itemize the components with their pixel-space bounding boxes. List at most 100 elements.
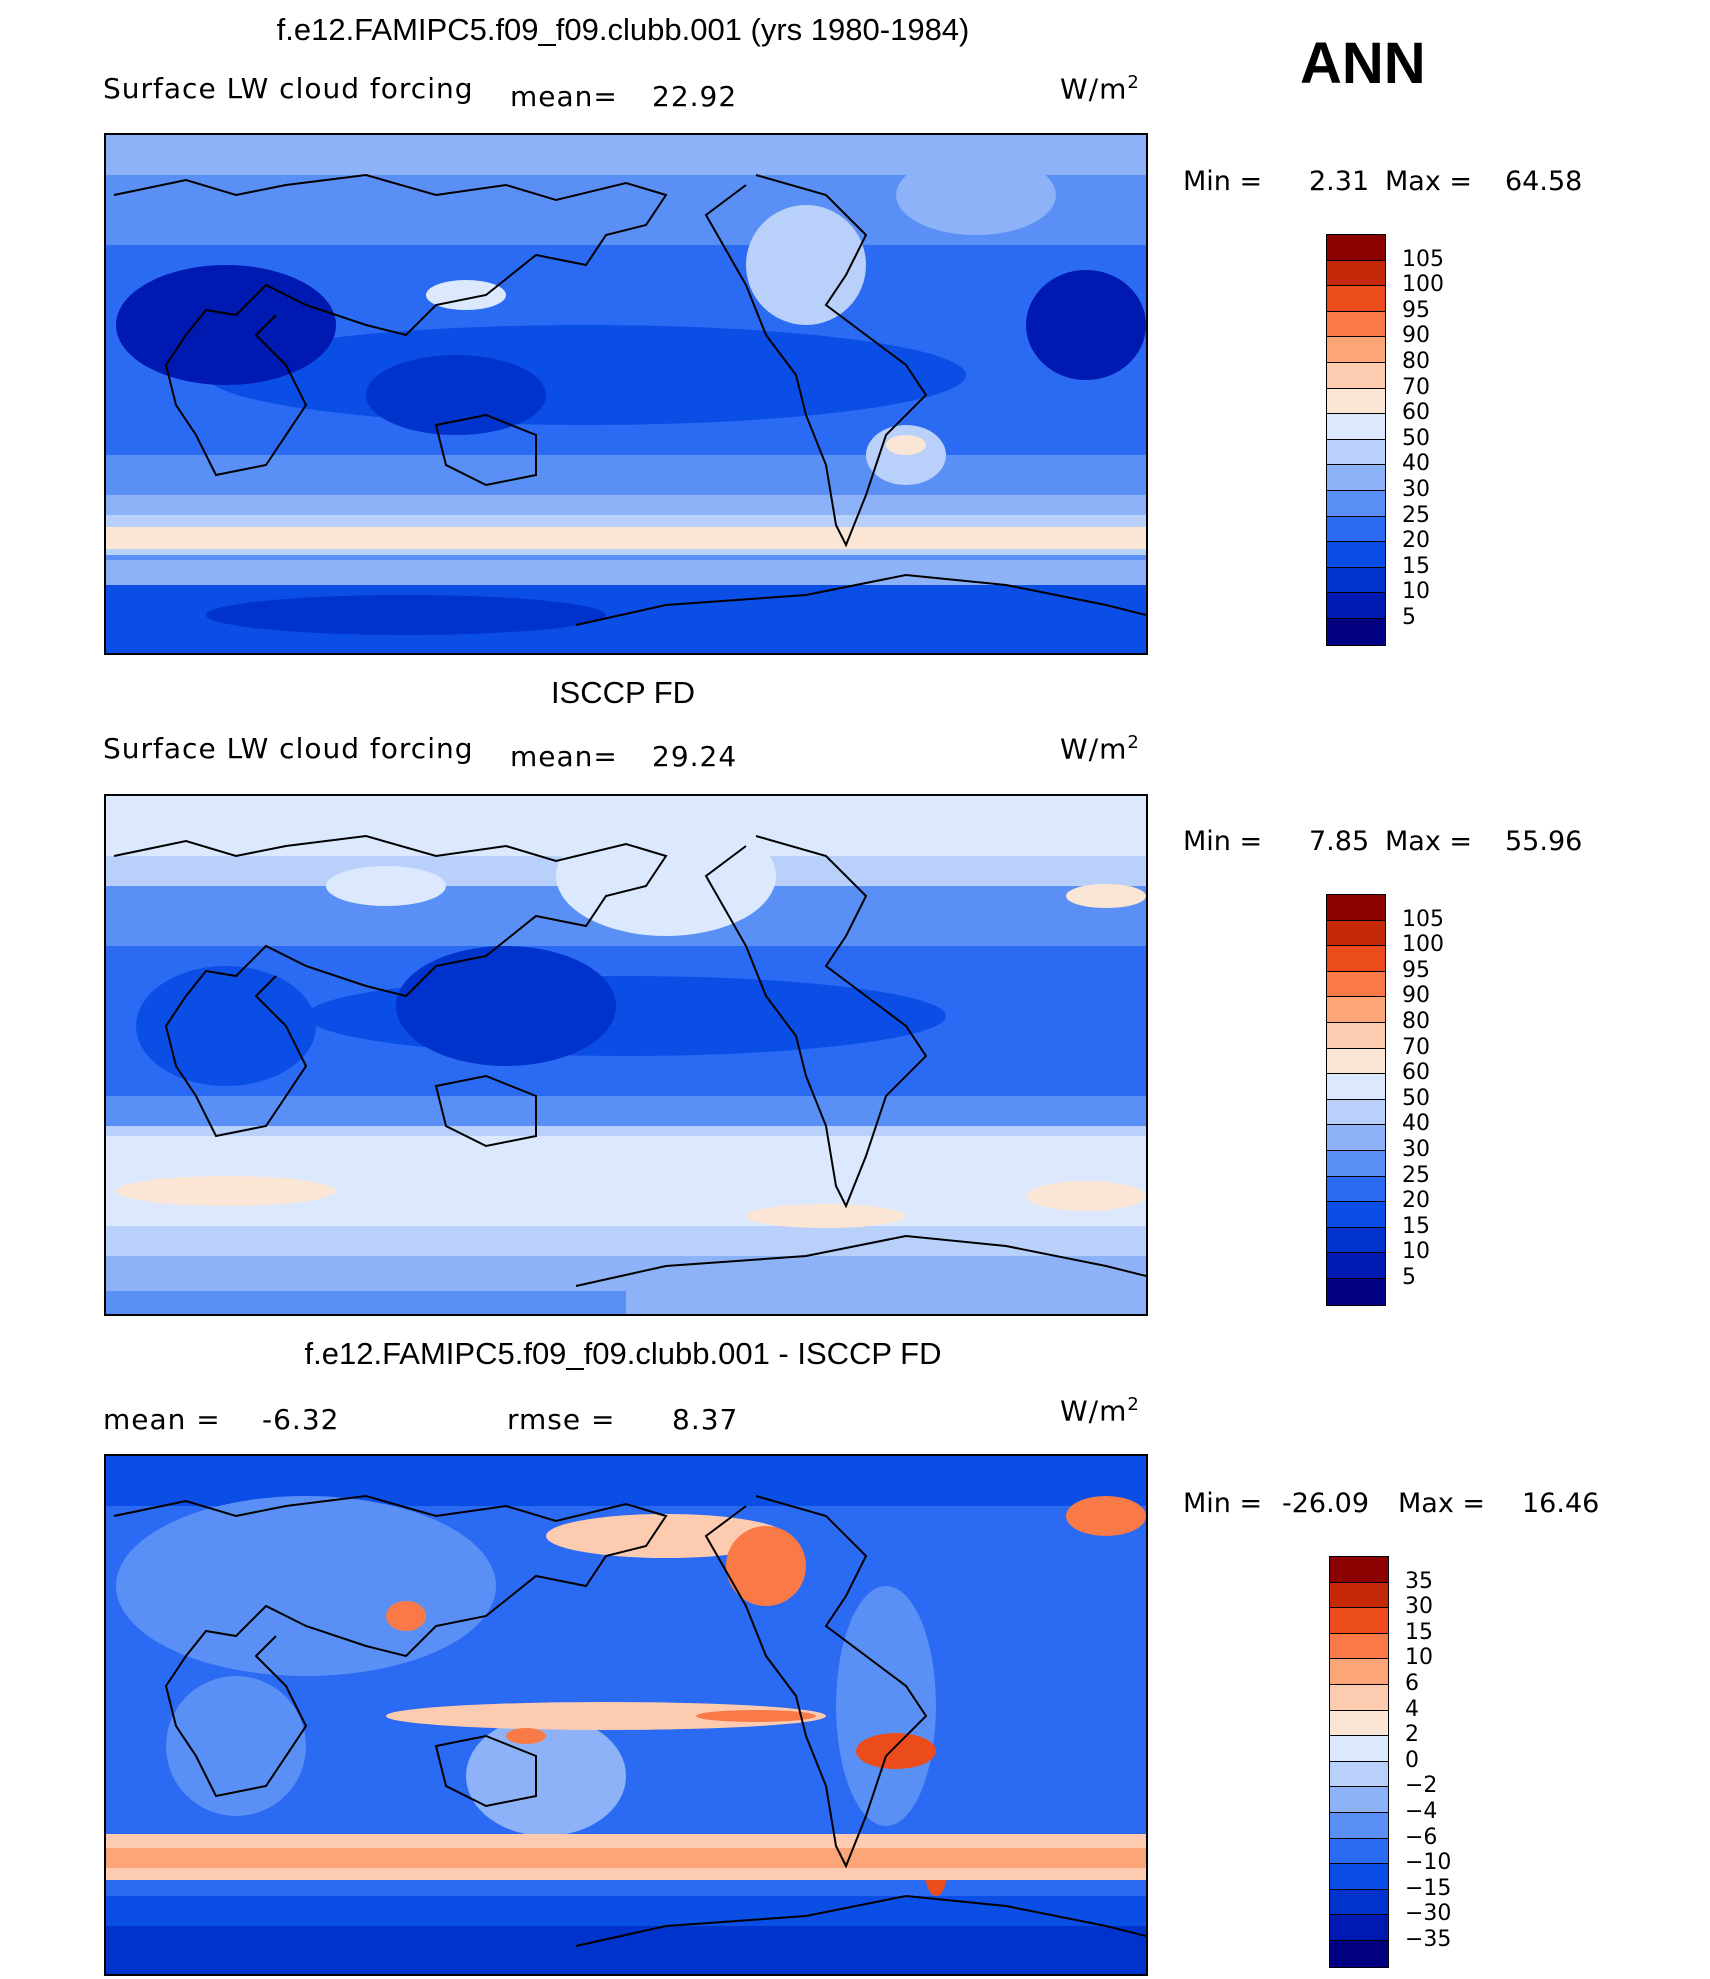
panel2-field [106,796,1146,1314]
panel1-mean-value: 22.92 [652,80,738,113]
colorbar-tick-label: 60 [1402,400,1430,426]
panel1-variable-label: Surface LW cloud forcing [103,72,474,105]
colorbar-swatch [1327,1074,1385,1100]
colorbar-swatch [1330,1940,1388,1967]
colorbar-swatch [1327,971,1385,998]
colorbar-tick-label: 40 [1402,1111,1430,1137]
colorbar-swatch [1330,1838,1388,1865]
colorbar-tick-label: 95 [1402,297,1430,323]
colorbar-swatch [1327,997,1385,1023]
panel2-title: ISCCP FD [550,675,696,710]
panel1-min-value: 2.31 [1309,166,1370,197]
colorbar-swatch [1330,1557,1388,1583]
colorbar-swatch [1327,260,1385,287]
colorbar-swatch [1327,567,1385,594]
colorbar-tick-label: 10 [1402,1239,1430,1265]
colorbar-tick-label: 105 [1402,906,1444,932]
colorbar-tick-label: 80 [1402,1009,1430,1034]
colorbar-tick-label: 70 [1402,1034,1430,1060]
colorbar-swatch [1327,1048,1385,1075]
colorbar-swatch [1327,542,1385,568]
colorbar-swatch [1327,1278,1385,1305]
colorbar-swatch [1330,1684,1388,1711]
colorbar-swatch [1327,1176,1385,1203]
colorbar-tick-label: 100 [1402,932,1444,958]
colorbar-swatch [1327,439,1385,466]
colorbar-tick-label: 10 [1405,1645,1433,1671]
panel2-mean-value: 29.24 [652,740,738,773]
panel2-mean-label: mean= [510,740,618,773]
panel1-units: W/m2 [1060,72,1140,106]
colorbar-swatch [1327,337,1385,363]
colorbar-tick-label: 15 [1402,553,1430,579]
colorbar-tick-label: −10 [1405,1850,1452,1876]
colorbar-swatch [1330,1659,1388,1685]
panel2-min-value: 7.85 [1309,826,1370,857]
panel3-max-value: 16.46 [1522,1488,1600,1519]
colorbar-swatch [1330,1633,1388,1660]
panel1-max-label: Max = [1385,166,1473,197]
colorbar-swatch [1327,618,1385,645]
colorbar-tick-label: 90 [1402,983,1430,1009]
colorbar-tick-label: −15 [1405,1875,1452,1901]
colorbar-swatch [1327,465,1385,491]
panel2-max-value: 55.96 [1505,826,1583,857]
colorbar-swatch [1327,311,1385,338]
panel3-map [104,1454,1148,1976]
colorbar-swatch [1330,1812,1388,1839]
panel3-units: W/m2 [1060,1394,1140,1428]
colorbar-tick-label: 15 [1402,1213,1430,1239]
colorbar-swatch [1330,1608,1388,1634]
colorbar-tick-label: 105 [1402,246,1444,272]
colorbar-swatch [1327,1227,1385,1254]
panel2-max-label: Max = [1385,826,1473,857]
panel3-min-value: -26.09 [1282,1488,1370,1519]
colorbar-tick-label: −30 [1405,1901,1452,1927]
colorbar-swatch [1327,516,1385,543]
panel1-max-value: 64.58 [1505,166,1583,197]
panel3-colorbar [1329,1556,1389,1968]
colorbar-tick-label: 30 [1405,1594,1433,1620]
panel3-title: f.e12.FAMIPC5.f09_f09.clubb.001 - ISCCP … [304,1336,942,1371]
panel3-mean-value: -6.32 [262,1403,340,1436]
panel2-map [104,794,1148,1316]
panel1-field [106,135,1146,653]
panel1-map [104,133,1148,655]
panel3-rmse-label: rmse = [507,1403,616,1436]
colorbar-tick-label: 5 [1402,605,1416,630]
panel3-min-label: Min = [1183,1488,1263,1519]
colorbar-swatch [1327,1022,1385,1049]
colorbar-swatch [1327,946,1385,972]
colorbar-swatch [1330,1710,1388,1737]
colorbar-swatch [1327,1099,1385,1126]
panel3-mean-label: mean = [103,1403,221,1436]
colorbar-tick-label: 100 [1402,272,1444,298]
colorbar-swatch [1327,362,1385,389]
colorbar-tick-label: 30 [1402,1137,1430,1162]
colorbar-swatch [1327,593,1385,619]
colorbar-swatch [1327,1202,1385,1228]
colorbar-swatch [1330,1889,1388,1916]
colorbar-tick-label: 50 [1402,425,1430,451]
colorbar-swatch [1327,1253,1385,1279]
colorbar-tick-label: 80 [1402,349,1430,374]
colorbar-tick-label: 90 [1402,323,1430,349]
panel1-min-label: Min = [1183,166,1263,197]
colorbar-tick-label: −6 [1405,1824,1438,1850]
colorbar-tick-label: 50 [1402,1085,1430,1111]
panel3-field [106,1456,1146,1974]
colorbar-swatch [1330,1864,1388,1890]
colorbar-tick-label: 20 [1402,528,1430,554]
colorbar-tick-label: 70 [1402,374,1430,400]
colorbar-tick-label: 30 [1402,477,1430,502]
colorbar-tick-label: −4 [1405,1799,1438,1824]
colorbar-tick-label: 2 [1405,1722,1419,1748]
colorbar-swatch [1327,490,1385,517]
colorbar-tick-label: 40 [1402,451,1430,477]
colorbar-tick-label: −2 [1405,1773,1438,1799]
panel2-variable-label: Surface LW cloud forcing [103,732,474,765]
season-label: ANN [1300,31,1426,96]
panel3-rmse-value: 8.37 [672,1403,739,1436]
colorbar-swatch [1330,1761,1388,1788]
colorbar-swatch [1327,235,1385,261]
